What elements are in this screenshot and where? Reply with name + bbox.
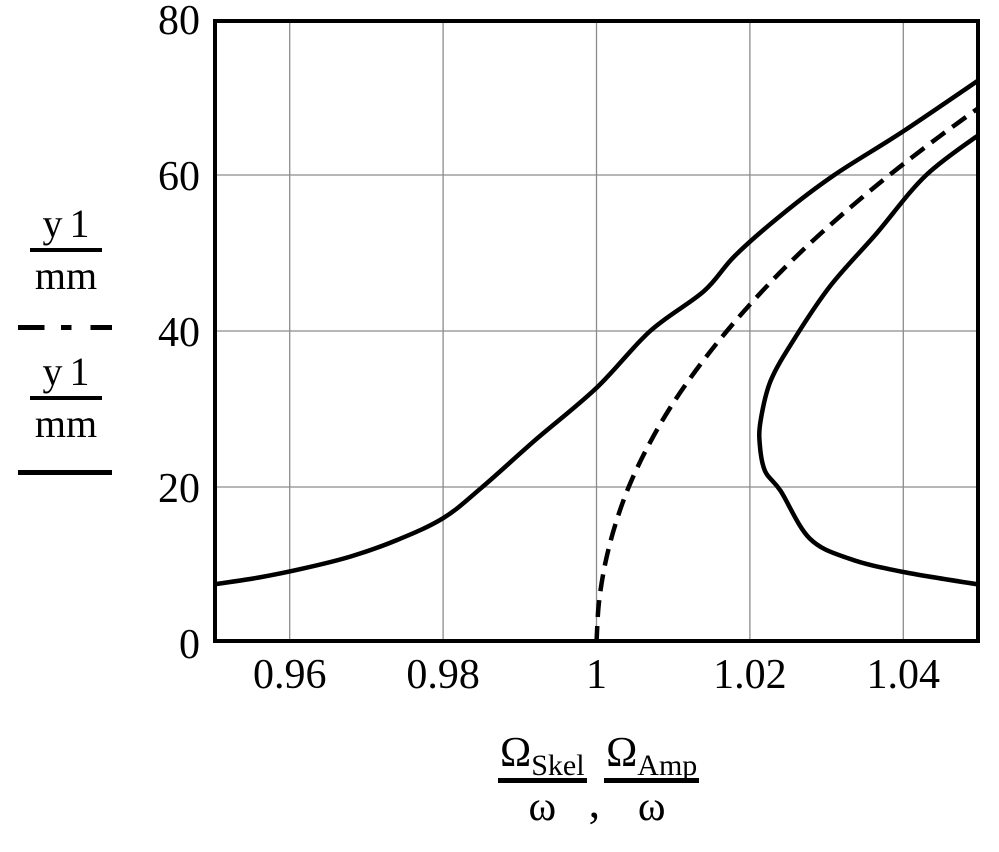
trace1-expression: y1 mm: [30, 200, 102, 300]
omega-skel-denominator: ω: [528, 784, 557, 830]
y-tick-label: 40: [158, 310, 200, 356]
x-tick-label: 0.96: [252, 652, 327, 698]
skeleton-backbone-curve-curve: [594, 105, 978, 641]
trace1-numerator: y1: [42, 201, 97, 246]
axis-label-separator: ,: [588, 776, 601, 827]
trace2-solid-line-indicator: [18, 470, 112, 475]
omega-amp-numerator: ΩAmp: [606, 730, 698, 782]
trace2-fraction-bar: [30, 396, 102, 400]
omega-amp-denominator: ω: [637, 784, 666, 830]
x-tick-label: 1.02: [713, 652, 787, 698]
amplitude-response-folded-branch-curve: [757, 132, 978, 587]
trace2-expression: y1 mm: [30, 348, 102, 448]
trace1-dash-dot-line-indicator: [18, 325, 112, 330]
plot-border: [213, 19, 980, 643]
amplitude-response-main-branch-curve: [215, 77, 978, 587]
y-tick-label: 20: [158, 466, 200, 512]
x-tick-label: 0.98: [406, 652, 480, 698]
omega-skel-fraction: ΩSkel ω: [498, 728, 587, 831]
x-tick-label: 1.04: [866, 652, 941, 698]
y-tick-label: 0: [179, 622, 200, 668]
trace2-numerator: y1: [42, 349, 97, 394]
omega-skel-numerator: ΩSkel: [500, 730, 585, 782]
x-tick-label: 1: [586, 652, 607, 698]
y-tick-label: 60: [158, 154, 200, 200]
trace1-fraction-bar: [30, 248, 102, 252]
x-axis-label: ΩSkel ω , ΩAmp ω: [498, 728, 700, 831]
trace1-denominator: mm: [34, 253, 98, 298]
trace2-denominator: mm: [34, 401, 98, 446]
omega-amp-fraction: ΩAmp ω: [604, 728, 700, 831]
omega-skel-fraction-bar: [498, 778, 587, 783]
omega-amp-fraction-bar: [604, 778, 700, 783]
y-tick-label: 80: [158, 0, 200, 44]
